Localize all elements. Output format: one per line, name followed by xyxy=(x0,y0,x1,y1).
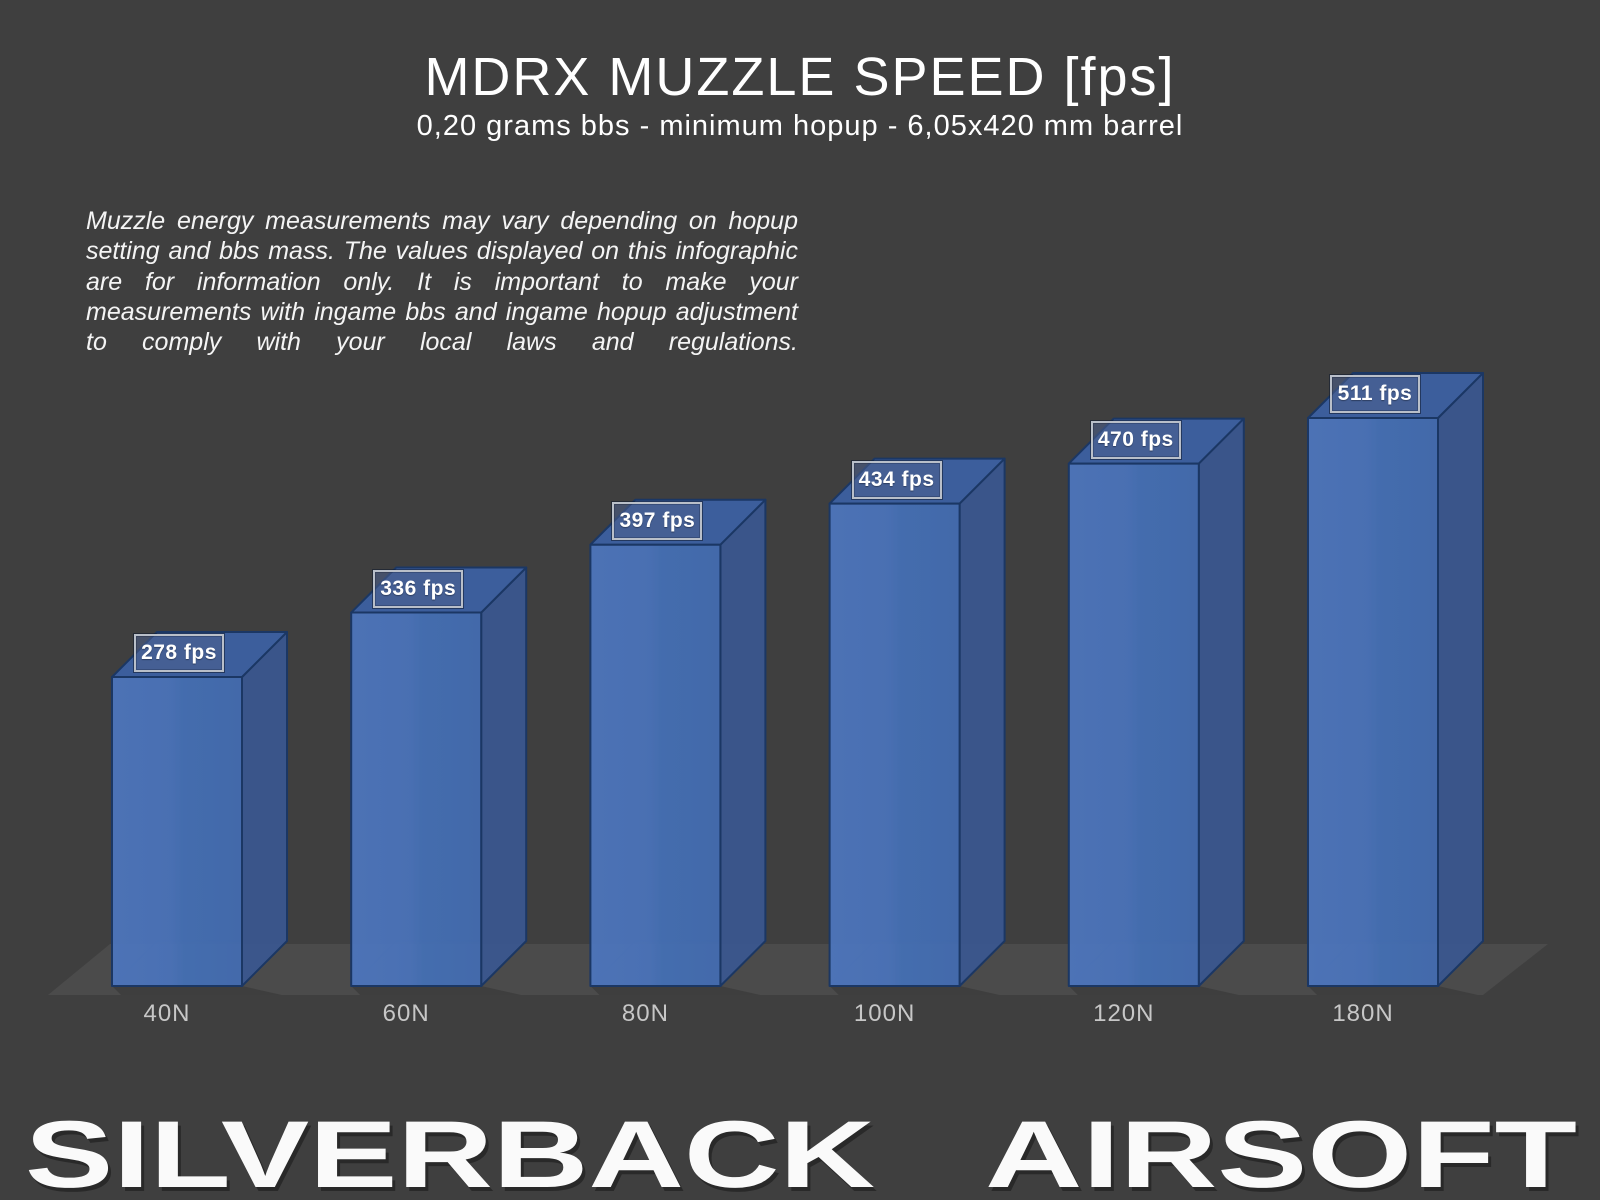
chart-subtitle: 0,20 grams bbs - minimum hopup - 6,05x42… xyxy=(416,110,1184,142)
bar-120N xyxy=(1067,417,1245,995)
brand-silverback-text: SILVERBACK xyxy=(25,1102,875,1200)
bar-80N xyxy=(589,498,767,995)
bar-100N xyxy=(828,457,1006,995)
bar-60N xyxy=(350,566,528,995)
chart-bars xyxy=(111,372,1484,995)
bar-40N xyxy=(111,630,288,995)
chart-header: MDRX MUZZLE SPEED [fps] 0,20 grams bbs -… xyxy=(0,46,1600,143)
bar-180N xyxy=(1307,372,1484,995)
brand-airsoft-text: AIRSOFT xyxy=(985,1102,1577,1200)
brand-logo: SILVERBACK AIRSOFT xyxy=(25,1102,1577,1200)
chart-title: MDRX MUZZLE SPEED [fps] xyxy=(424,47,1176,107)
disclaimer-text: Muzzle energy measurements may vary depe… xyxy=(86,207,798,356)
